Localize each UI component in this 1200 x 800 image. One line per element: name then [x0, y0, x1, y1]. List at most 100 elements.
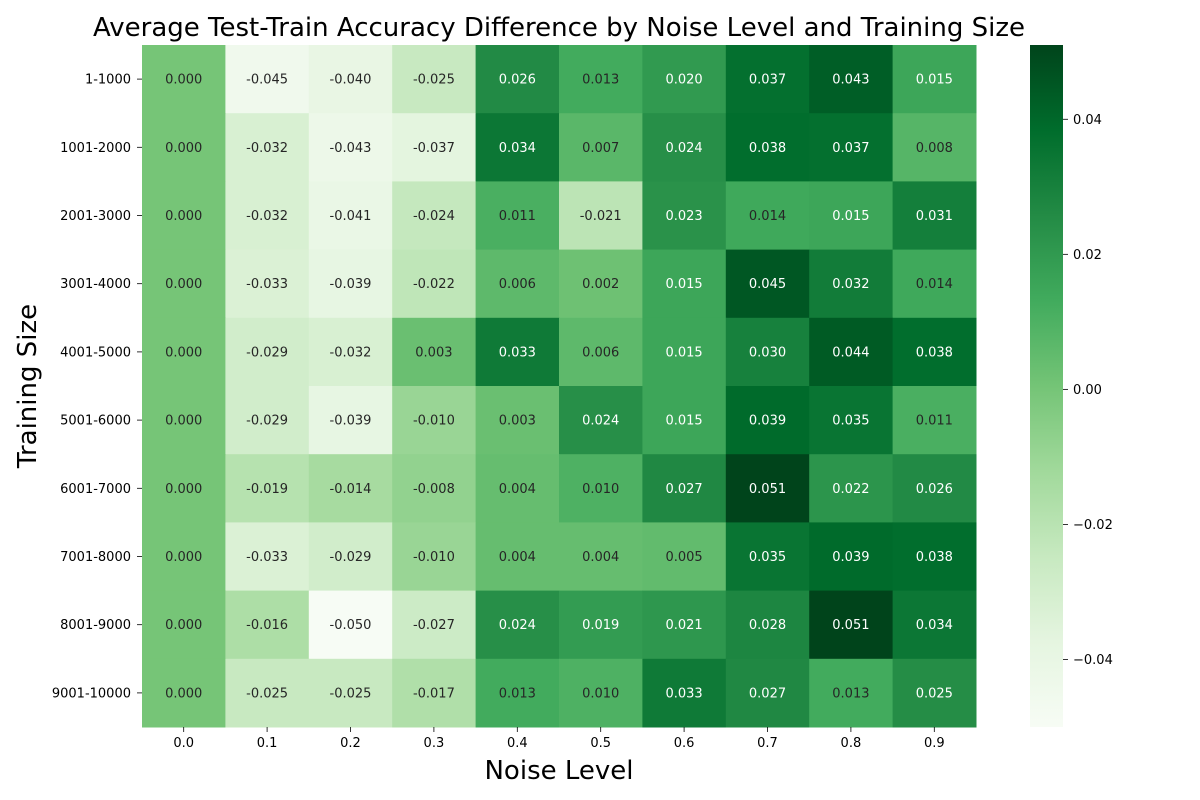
cell-value-label: 0.010: [582, 686, 619, 701]
heatmap-cell: [308, 454, 393, 523]
heatmap-cell: [225, 45, 310, 114]
cell-value-label: -0.041: [330, 209, 372, 224]
heatmap-cell: [142, 590, 226, 660]
cell-value-label: -0.024: [413, 209, 455, 224]
heatmap-cell: [809, 454, 894, 523]
heatmap-cells: 0.000 -0.045 -0.040 -0.025 0.026 0.013 0.020 0.…: [142, 45, 977, 728]
y-tick-labels: 1-1000 1001-2000 2001-3000 3001-4000 4001-50…: [52, 73, 142, 701]
cell-value-label: -0.025: [246, 686, 288, 701]
heatmap-cell: [725, 658, 810, 728]
heatmap-cell: [559, 113, 643, 182]
heatmap-cell: [809, 590, 894, 660]
x-tick-label: 0.2: [340, 736, 361, 751]
x-tick-label: 0.3: [424, 736, 445, 751]
cell-value-label: 0.000: [165, 73, 202, 88]
heatmap-cell: [809, 386, 894, 455]
cell-value-label: 0.013: [832, 686, 869, 701]
heatmap-cell: [225, 590, 310, 660]
heatmap-cell: [392, 658, 477, 728]
chart-title: Average Test-Train Accuracy Difference b…: [93, 13, 1025, 43]
heatmap-cell: [892, 249, 977, 319]
cell-value-label: 0.021: [665, 618, 702, 633]
heatmap-cell: [642, 454, 727, 523]
colorbar: [1030, 45, 1063, 727]
cell-value-label: 0.027: [749, 686, 786, 701]
heatmap-cell: [475, 386, 560, 455]
heatmap-cell: [559, 454, 643, 523]
cell-value-label: 0.004: [582, 550, 619, 565]
cell-value-label: 0.033: [665, 686, 702, 701]
cell-value-label: 0.000: [165, 618, 202, 633]
cell-value-label: 0.032: [832, 277, 869, 292]
cell-value-label: 0.015: [665, 277, 702, 292]
cell-value-label: -0.010: [413, 414, 455, 429]
cell-value-label: 0.051: [832, 618, 869, 633]
cell-value-label: -0.037: [413, 141, 455, 156]
cell-value-label: 0.011: [916, 414, 953, 429]
cell-value-label: -0.039: [330, 414, 372, 429]
cell-value-label: 0.038: [749, 141, 786, 156]
heatmap-cell: [642, 317, 727, 387]
heatmap-cell: [725, 317, 810, 387]
cell-value-label: 0.000: [165, 482, 202, 497]
heatmap-cell: [559, 658, 643, 728]
heatmap-cell: [725, 249, 810, 319]
heatmap-cell: [892, 181, 977, 251]
heatmap-cell: [642, 522, 727, 592]
y-tick-label: 7001-8000: [60, 550, 131, 565]
cell-value-label: 0.000: [165, 686, 202, 701]
heatmap-cell: [809, 113, 894, 182]
cell-value-label: 0.000: [165, 141, 202, 156]
heatmap-cell: [892, 386, 977, 455]
y-tick-label: 1-1000: [85, 73, 131, 88]
cell-value-label: 0.000: [165, 345, 202, 360]
heatmap-cell: [559, 249, 643, 319]
heatmap-cell: [308, 386, 393, 455]
cell-value-label: -0.039: [330, 277, 372, 292]
cell-value-label: 0.026: [916, 482, 953, 497]
cell-value-label: 0.051: [749, 482, 786, 497]
heatmap-cell: [392, 113, 477, 182]
cell-value-label: -0.029: [246, 345, 288, 360]
heatmap-cell: [392, 45, 477, 114]
cell-value-label: -0.032: [246, 141, 288, 156]
y-tick-label: 5001-6000: [60, 414, 131, 429]
x-tick-label: 0.1: [257, 736, 278, 751]
cell-value-label: -0.019: [246, 482, 288, 497]
heatmap-cell: [642, 658, 727, 728]
heatmap-cell: [142, 386, 226, 455]
cell-value-label: 0.004: [499, 550, 536, 565]
heatmap-cell: [559, 522, 643, 592]
cell-value-label: -0.027: [413, 618, 455, 633]
heatmap-cell: [892, 113, 977, 182]
cell-value-label: 0.006: [499, 277, 536, 292]
heatmap-cell: [892, 454, 977, 523]
heatmap-cell: [809, 522, 894, 592]
cell-value-label: 0.045: [749, 277, 786, 292]
cell-value-label: 0.005: [665, 550, 702, 565]
heatmap-cell: [892, 317, 977, 387]
y-tick-label: 6001-7000: [60, 482, 131, 497]
cell-value-label: 0.019: [582, 618, 619, 633]
heatmap-cell: [392, 522, 477, 592]
x-tick-label: 0.9: [924, 736, 945, 751]
cell-value-label: 0.000: [165, 209, 202, 224]
heatmap-cell: [642, 590, 727, 660]
heatmap-cell: [225, 522, 310, 592]
heatmap-cell: [308, 317, 393, 387]
heatmap-cell: [559, 590, 643, 660]
heatmap-cell: [475, 181, 560, 251]
heatmap-cell: [225, 113, 310, 182]
x-tick-label: 0.0: [173, 736, 194, 751]
heatmap-cell: [475, 45, 560, 114]
heatmap-cell: [392, 454, 477, 523]
heatmap-cell: [308, 590, 393, 660]
x-tick-labels: 0.0 0.1 0.2 0.3 0.4 0.5 0.6 0.7 0.8 0.9: [173, 727, 945, 751]
cell-value-label: -0.032: [330, 345, 372, 360]
cell-value-label: 0.035: [832, 414, 869, 429]
cell-value-label: 0.011: [499, 209, 536, 224]
cell-value-label: 0.033: [499, 345, 536, 360]
heatmap-cell: [475, 249, 560, 319]
heatmap-cell: [308, 113, 393, 182]
cell-value-label: -0.029: [330, 550, 372, 565]
